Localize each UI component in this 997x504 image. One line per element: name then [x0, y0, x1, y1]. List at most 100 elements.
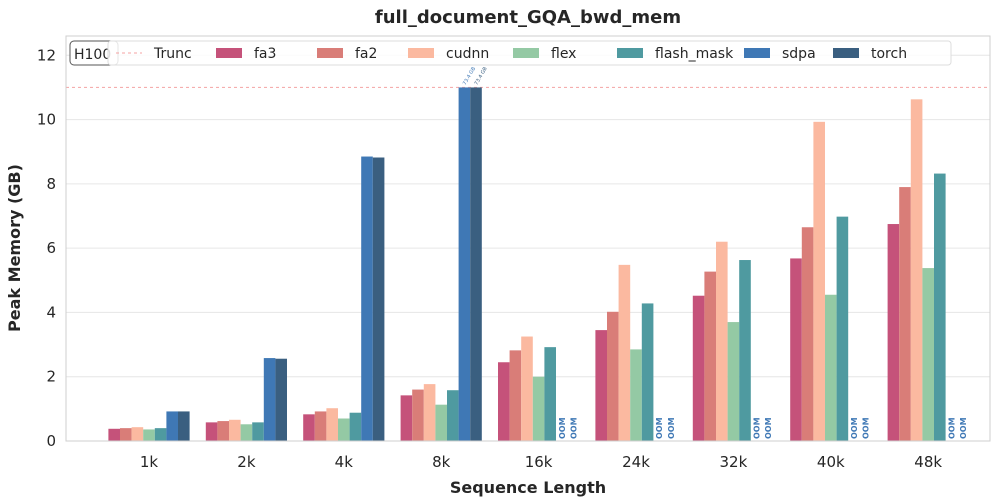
x-axis-title: Sequence Length	[450, 478, 606, 497]
bar-fa3-24k	[595, 330, 607, 441]
chart-title: full_document_GQA_bwd_mem	[375, 7, 681, 28]
bar-flash_mask-40k	[836, 216, 849, 441]
bar-fa2-8k	[412, 389, 424, 441]
bar-cudnn-48k	[910, 99, 923, 442]
bar-sdpa-1k	[166, 411, 178, 441]
y-tick-label: 12	[37, 46, 56, 64]
bar-torch-4k	[372, 157, 385, 441]
x-ticks: 1k 2k 4k 8k 16k 24k 32k 40k 48k	[140, 453, 943, 471]
x-tick-label: 16k	[525, 453, 553, 471]
oom-label: OOM	[667, 417, 676, 439]
bar-flex-24k	[630, 349, 642, 441]
bar-fa2-24k	[607, 311, 619, 441]
oom-label: OOM	[569, 417, 578, 439]
plot-frame	[65, 35, 991, 442]
legend-label-Trunc: Trunc	[153, 46, 192, 62]
legend-label-cudnn: cudnn	[446, 46, 489, 62]
oom-label: OOM	[558, 417, 567, 439]
legend-swatch-flash_mask	[617, 48, 643, 58]
bar-cudnn-1k	[131, 427, 144, 441]
x-tick-label: 8k	[432, 453, 451, 471]
bar-fa3-40k	[790, 258, 802, 441]
bar-fa3-2k	[205, 422, 218, 441]
x-tick-label: 2k	[237, 453, 256, 471]
bar-fa2-40k	[801, 227, 814, 441]
bar-fa3-4k	[303, 414, 315, 441]
bar-fa3-8k	[400, 395, 413, 441]
bar-fa2-32k	[704, 271, 716, 441]
legend-swatch-fa3	[216, 48, 242, 58]
bar-flex-16k	[532, 376, 545, 441]
bar-fa2-48k	[899, 187, 911, 441]
bar-fa3-16k	[498, 362, 510, 441]
gpu-badge: H100	[69, 40, 119, 66]
bar-flash_mask-1k	[154, 428, 167, 441]
bar-torch-2k	[275, 358, 287, 441]
y-tick-label: 0	[46, 432, 56, 450]
legend-label-fa2: fa2	[355, 46, 377, 62]
legend: Trunc fa3 fa2 cudnn flex flash_mask sdpa torch	[107, 40, 952, 66]
bar-cudnn-4k	[326, 408, 338, 441]
gpu-badge-label: H100	[74, 47, 111, 63]
bar-flash_mask-24k	[641, 303, 654, 441]
bar-cudnn-2k	[229, 419, 241, 441]
bar-flash_mask-16k	[544, 347, 556, 441]
bar-torch-1k	[178, 411, 190, 441]
y-ticks: 0 2 4 6 8 10 12	[37, 46, 56, 450]
oom-label: OOM	[764, 417, 773, 439]
bar-fa2-16k	[509, 350, 522, 441]
y-axis-title: Peak Memory (GB)	[5, 164, 24, 332]
bar-fa2-1k	[120, 428, 132, 441]
bar-flex-1k	[143, 429, 155, 441]
bar-fa3-1k	[108, 428, 120, 441]
legend-label-fa3: fa3	[254, 46, 276, 62]
bar-flex-8k	[435, 404, 447, 441]
y-tick-label: 6	[46, 239, 56, 257]
bar-flash_mask-4k	[349, 412, 362, 441]
bar-flash_mask-2k	[252, 422, 264, 441]
bar-cudnn-8k	[423, 384, 436, 441]
oom-label: OOM	[947, 417, 956, 439]
bar-fa2-4k	[314, 411, 327, 441]
bar-sdpa-8k	[458, 87, 471, 441]
bar-flash_mask-48k	[934, 173, 946, 442]
legend-label-flash_mask: flash_mask	[655, 46, 734, 62]
bar-flex-40k	[825, 294, 837, 441]
bar-flex-32k	[727, 322, 740, 441]
bar-fa3-32k	[692, 295, 705, 441]
x-tick-label: 4k	[335, 453, 354, 471]
legend-swatch-flex	[513, 48, 539, 58]
x-tick-label: 40k	[817, 453, 845, 471]
bar-flex-4k	[338, 418, 350, 441]
bar-cudnn-32k	[716, 241, 728, 441]
oom-label: OOM	[655, 417, 664, 439]
y-tick-label: 10	[37, 111, 56, 129]
x-tick-label: 24k	[622, 453, 650, 471]
legend-swatch-cudnn	[408, 48, 434, 58]
bar-fa2-2k	[217, 421, 229, 441]
bar-cudnn-40k	[813, 121, 825, 442]
bar-cudnn-24k	[618, 264, 631, 441]
bar-sdpa-4k	[361, 156, 373, 442]
bar-sdpa-2k	[263, 358, 276, 441]
oom-label: OOM	[959, 417, 968, 439]
oom-label: OOM	[753, 417, 762, 439]
bar-torch-8k	[470, 87, 482, 441]
x-tick-label: 48k	[914, 453, 942, 471]
bar-cudnn-16k	[521, 336, 533, 441]
legend-swatch-sdpa	[744, 48, 770, 58]
x-tick-label: 1k	[140, 453, 159, 471]
x-tick-label: 32k	[720, 453, 748, 471]
bar-flex-48k	[922, 268, 934, 441]
legend-label-flex: flex	[551, 46, 576, 62]
bar-fa3-48k	[887, 224, 900, 441]
legend-label-sdpa: sdpa	[782, 46, 816, 62]
y-tick-label: 4	[46, 303, 56, 321]
y-tick-label: 2	[46, 368, 56, 386]
y-tick-label: 8	[46, 175, 56, 193]
bar-flash_mask-32k	[739, 260, 751, 441]
legend-swatch-fa2	[317, 48, 343, 58]
legend-label-torch: torch	[871, 46, 907, 62]
